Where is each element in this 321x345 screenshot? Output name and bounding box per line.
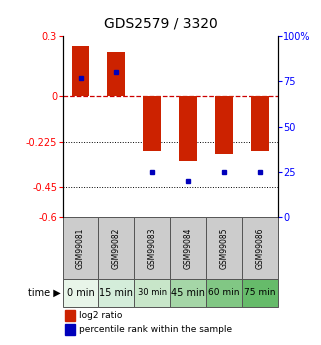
Bar — [170, 279, 206, 307]
Text: GDS2579 / 3320: GDS2579 / 3320 — [104, 17, 217, 31]
Bar — [143, 96, 161, 150]
Bar — [65, 310, 75, 321]
Bar — [206, 217, 242, 279]
Bar — [99, 279, 134, 307]
Bar — [215, 96, 233, 154]
Text: 60 min: 60 min — [208, 288, 240, 297]
Text: GSM99084: GSM99084 — [184, 227, 193, 268]
Bar — [134, 217, 170, 279]
Bar — [65, 324, 75, 335]
Text: 75 min: 75 min — [244, 288, 275, 297]
Bar — [251, 96, 269, 150]
Bar — [170, 217, 206, 279]
Bar — [242, 217, 278, 279]
Bar — [134, 279, 170, 307]
Text: GSM99086: GSM99086 — [255, 227, 264, 268]
Text: GSM99082: GSM99082 — [112, 227, 121, 268]
Bar — [206, 279, 242, 307]
Text: GSM99081: GSM99081 — [76, 227, 85, 268]
Text: time ▶: time ▶ — [28, 288, 61, 298]
Text: 0 min: 0 min — [67, 288, 94, 298]
Text: 30 min: 30 min — [138, 288, 167, 297]
Text: 15 min: 15 min — [100, 288, 133, 298]
Text: log2 ratio: log2 ratio — [79, 311, 122, 320]
Bar — [99, 217, 134, 279]
Bar — [179, 96, 197, 161]
Text: percentile rank within the sample: percentile rank within the sample — [79, 325, 232, 334]
Text: GSM99085: GSM99085 — [219, 227, 229, 268]
Bar — [242, 279, 278, 307]
Bar — [63, 279, 99, 307]
Bar — [108, 52, 125, 96]
Bar — [72, 46, 90, 96]
Bar — [63, 217, 99, 279]
Text: 45 min: 45 min — [171, 288, 205, 298]
Text: GSM99083: GSM99083 — [148, 227, 157, 268]
